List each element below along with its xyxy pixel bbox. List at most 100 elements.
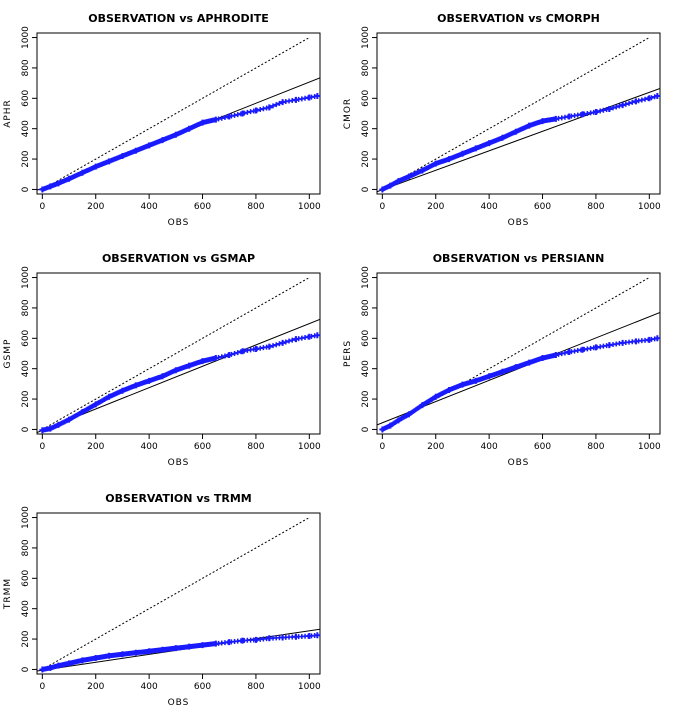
chart-title: OBSERVATION vs TRMM bbox=[105, 492, 251, 505]
plot-frame bbox=[376, 32, 661, 195]
plot-frame bbox=[36, 272, 321, 435]
data-point bbox=[146, 648, 153, 655]
data-point bbox=[387, 182, 394, 189]
data-point bbox=[619, 102, 626, 109]
y-axis-label: TRMM bbox=[3, 578, 13, 610]
x-tick-label: 800 bbox=[587, 202, 604, 212]
y-tick-label: 200 bbox=[361, 150, 371, 167]
data-point bbox=[106, 158, 113, 165]
data-point bbox=[47, 664, 54, 671]
data-point bbox=[646, 95, 653, 102]
x-tick-label: 600 bbox=[534, 442, 551, 452]
data-point bbox=[314, 632, 320, 639]
data-point bbox=[592, 344, 599, 351]
y-tick-label: 600 bbox=[361, 89, 371, 106]
data-point bbox=[314, 332, 320, 339]
plot-area bbox=[37, 37, 320, 193]
chart-title: OBSERVATION vs APHRODITE bbox=[88, 12, 268, 25]
data-point bbox=[292, 633, 299, 640]
data-point bbox=[654, 93, 660, 100]
data-point bbox=[606, 342, 613, 349]
data-point bbox=[486, 373, 493, 380]
data-point bbox=[172, 645, 179, 652]
data-point bbox=[446, 386, 453, 393]
y-tick-label: 800 bbox=[21, 59, 31, 76]
data-point bbox=[239, 110, 246, 117]
data-point bbox=[212, 640, 219, 647]
data-point bbox=[306, 94, 313, 101]
y-tick-label: 1000 bbox=[361, 26, 371, 49]
data-point bbox=[406, 173, 413, 180]
data-point bbox=[279, 99, 286, 106]
data-point bbox=[79, 169, 86, 176]
plot-area bbox=[37, 277, 320, 434]
data-point bbox=[186, 125, 193, 132]
data-point bbox=[292, 336, 299, 343]
y-tick-label: 600 bbox=[21, 569, 31, 586]
data-point bbox=[419, 402, 426, 409]
x-tick-label: 400 bbox=[141, 442, 158, 452]
x-tick-label: 200 bbox=[87, 442, 104, 452]
data-point bbox=[459, 381, 466, 388]
x-axis-label: OBS bbox=[168, 218, 190, 228]
data-point bbox=[252, 107, 259, 114]
data-point bbox=[632, 98, 639, 105]
data-point bbox=[512, 128, 519, 135]
data-point bbox=[212, 355, 219, 362]
data-point bbox=[266, 343, 273, 350]
data-point bbox=[92, 401, 99, 408]
x-tick-label: 0 bbox=[39, 682, 45, 692]
x-tick-label: 200 bbox=[87, 202, 104, 212]
chart-title: OBSERVATION vs GSMAP bbox=[102, 252, 255, 265]
y-tick-label: 0 bbox=[361, 186, 371, 192]
data-point bbox=[66, 175, 73, 182]
fit-line bbox=[377, 87, 660, 193]
data-point bbox=[55, 180, 62, 187]
reference-line bbox=[42, 517, 310, 670]
chart-panel-5: OBSERVATION vs TRMM 0 200 400 600 800 1000 0 200… bbox=[3, 492, 321, 708]
y-tick-label: 600 bbox=[21, 329, 31, 346]
data-point bbox=[314, 93, 320, 100]
plot-frame bbox=[36, 512, 321, 675]
y-tick-label: 1000 bbox=[21, 506, 31, 529]
data-point bbox=[186, 643, 193, 650]
x-axis-label: OBS bbox=[168, 458, 190, 468]
x-tick-label: 200 bbox=[427, 442, 444, 452]
data-point bbox=[592, 108, 599, 115]
y-tick-label: 200 bbox=[21, 150, 31, 167]
data-point bbox=[79, 657, 86, 664]
data-point bbox=[47, 183, 54, 190]
y-tick-label: 0 bbox=[21, 186, 31, 192]
data-point bbox=[146, 142, 153, 149]
y-tick-label: 800 bbox=[21, 299, 31, 316]
data-point bbox=[172, 367, 179, 374]
chart-panel-1: OBSERVATION vs APHRODITE 0 200 400 600 800 100… bbox=[3, 12, 321, 228]
x-tick-label: 0 bbox=[379, 202, 385, 212]
chart-title: OBSERVATION vs PERSIANN bbox=[433, 252, 605, 265]
x-tick-label: 200 bbox=[87, 682, 104, 692]
data-point bbox=[512, 364, 519, 371]
data-point bbox=[432, 393, 439, 400]
data-point bbox=[92, 163, 99, 170]
x-tick-label: 1000 bbox=[298, 442, 321, 452]
y-tick-label: 600 bbox=[361, 329, 371, 346]
data-point bbox=[239, 637, 246, 644]
data-point bbox=[395, 178, 402, 185]
qq-markers bbox=[379, 335, 660, 432]
x-axis-label: OBS bbox=[168, 698, 190, 708]
data-point bbox=[132, 382, 139, 389]
data-point bbox=[279, 634, 286, 641]
data-point bbox=[159, 373, 166, 380]
data-point bbox=[266, 104, 273, 111]
reference-line bbox=[382, 37, 650, 190]
data-point bbox=[266, 635, 273, 642]
data-point bbox=[606, 105, 613, 112]
data-point bbox=[446, 156, 453, 163]
data-point bbox=[39, 666, 46, 673]
data-point bbox=[526, 359, 533, 366]
x-tick-label: 600 bbox=[534, 202, 551, 212]
data-point bbox=[55, 662, 62, 669]
data-point bbox=[186, 362, 193, 369]
data-point bbox=[199, 642, 206, 649]
y-tick-label: 600 bbox=[21, 89, 31, 106]
